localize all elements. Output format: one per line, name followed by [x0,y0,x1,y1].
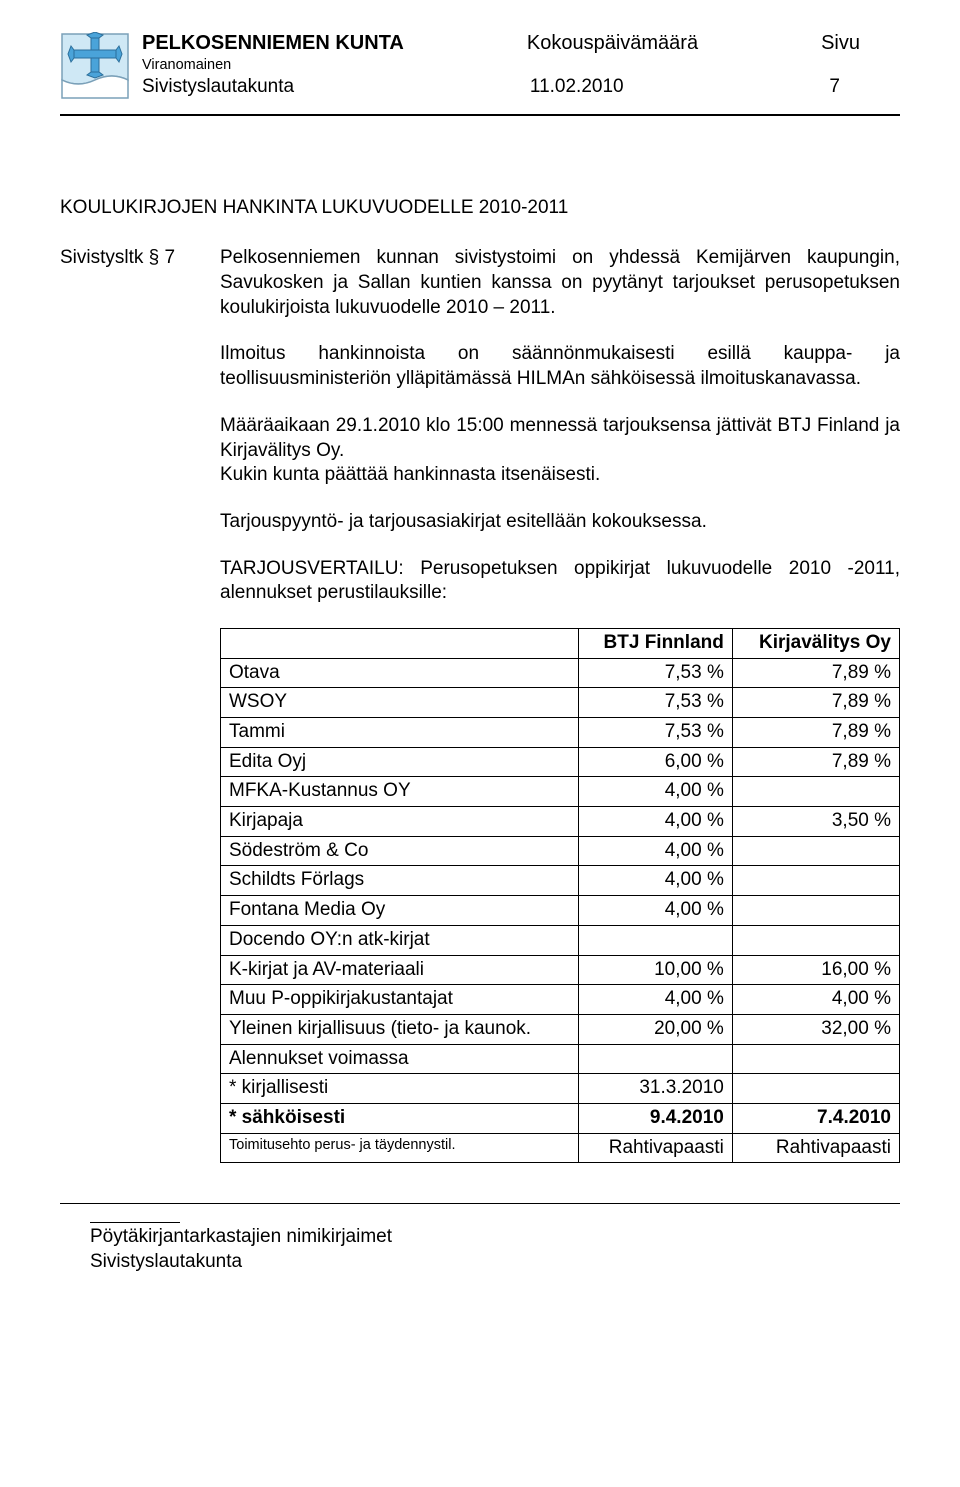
page-header: PELKOSENNIEMEN KUNTA Kokouspäivämäärä Si… [60,30,900,108]
table-cell: 3,50 % [732,807,899,837]
meeting-date-label: Kokouspäivämäärä [527,30,698,56]
table-header-row: BTJ Finnland Kirjavälitys Oy [221,628,900,658]
table-cell: Yleinen kirjallisuus (tieto- ja kaunok. [221,1014,579,1044]
table-cell: 7.4.2010 [732,1103,899,1133]
municipality-logo [60,32,130,108]
table-cell: Muu P-oppikirjakustantajat [221,985,579,1015]
table-row: Edita Oyj6,00 %7,89 % [221,747,900,777]
table-row: Södeström & Co4,00 % [221,836,900,866]
page-label: Sivu [821,30,860,56]
table-header: BTJ Finnland [578,628,732,658]
table-row: Docendo OY:n atk-kirjat [221,925,900,955]
table-cell: Fontana Media Oy [221,896,579,926]
table-row: MFKA-Kustannus OY4,00 % [221,777,900,807]
table-cell [732,1074,899,1104]
table-cell [732,836,899,866]
table-cell: WSOY [221,688,579,718]
board-name: Sivistyslautakunta [142,75,294,100]
paragraph: Pelkosenniemen kunnan sivistystoimi on y… [220,246,900,320]
table-cell: 7,89 % [732,688,899,718]
authority-label: Viranomainen [142,56,900,75]
table-cell: 7,89 % [732,747,899,777]
document-body: Pelkosenniemen kunnan sivistystoimi on y… [220,246,900,1163]
item-reference: Sivistysltk § 7 [60,246,210,1163]
table-cell: Tammi [221,718,579,748]
table-cell: 7,53 % [578,688,732,718]
table-cell: 7,89 % [732,718,899,748]
table-cell [732,866,899,896]
table-row: K-kirjat ja AV-materiaali10,00 %16,00 % [221,955,900,985]
paragraph: Ilmoitus hankinnoista on säännönmukaises… [220,342,900,391]
paragraph: Määräaikaan 29.1.2010 klo 15:00 mennessä… [220,414,900,488]
table-row: Fontana Media Oy4,00 % [221,896,900,926]
table-row: * sähköisesti9.4.20107.4.2010 [221,1103,900,1133]
table-cell: Södeström & Co [221,836,579,866]
table-header: Kirjavälitys Oy [732,628,899,658]
table-cell: Schildts Förlags [221,866,579,896]
table-cell: 9.4.2010 [578,1103,732,1133]
table-cell [578,925,732,955]
table-cell: 4,00 % [732,985,899,1015]
table-row: Toimitusehto perus- ja täydennystil.Raht… [221,1133,900,1163]
table-cell [578,1044,732,1074]
table-header [221,628,579,658]
table-cell: 7,89 % [732,658,899,688]
document-title: KOULUKIRJOJEN HANKINTA LUKUVUODELLE 2010… [60,196,900,221]
table-cell: 4,00 % [578,985,732,1015]
comparison-table: BTJ Finnland Kirjavälitys Oy Otava7,53 %… [220,628,900,1163]
table-cell: 16,00 % [732,955,899,985]
table-row: Otava7,53 %7,89 % [221,658,900,688]
page-number: 7 [829,75,840,100]
table-cell: 7,53 % [578,718,732,748]
table-cell [732,896,899,926]
table-cell: * kirjallisesti [221,1074,579,1104]
table-cell [732,777,899,807]
table-cell: Kirjapaja [221,807,579,837]
table-cell: Otava [221,658,579,688]
table-row: Muu P-oppikirjakustantajat4,00 %4,00 % [221,985,900,1015]
table-cell: 4,00 % [578,896,732,926]
table-row: * kirjallisesti31.3.2010 [221,1074,900,1104]
table-cell: 10,00 % [578,955,732,985]
table-row: Alennukset voimassa [221,1044,900,1074]
table-row: Tammi7,53 %7,89 % [221,718,900,748]
table-cell [732,1044,899,1074]
table-cell: 4,00 % [578,777,732,807]
table-cell: 7,53 % [578,658,732,688]
table-cell: 4,00 % [578,866,732,896]
table-cell: 31.3.2010 [578,1074,732,1104]
meeting-date: 11.02.2010 [530,75,624,100]
table-cell: Rahtivapaasti [732,1133,899,1163]
table-cell: 20,00 % [578,1014,732,1044]
table-cell: 32,00 % [732,1014,899,1044]
table-cell: 6,00 % [578,747,732,777]
signature-line [90,1222,180,1223]
table-cell: Edita Oyj [221,747,579,777]
paragraph: Tarjouspyyntö- ja tarjousasiakirjat esit… [220,510,900,535]
header-divider [60,114,900,116]
table-cell: 4,00 % [578,807,732,837]
table-cell: Alennukset voimassa [221,1044,579,1074]
table-cell: MFKA-Kustannus OY [221,777,579,807]
table-row: Yleinen kirjallisuus (tieto- ja kaunok.2… [221,1014,900,1044]
table-cell: Docendo OY:n atk-kirjat [221,925,579,955]
table-cell: 4,00 % [578,836,732,866]
municipality-name: PELKOSENNIEMEN KUNTA [142,30,404,56]
table-cell: K-kirjat ja AV-materiaali [221,955,579,985]
table-row: WSOY7,53 %7,89 % [221,688,900,718]
table-row: Kirjapaja4,00 %3,50 % [221,807,900,837]
paragraph: TARJOUSVERTAILU: Perusopetuksen oppikirj… [220,557,900,606]
table-cell: Rahtivapaasti [578,1133,732,1163]
table-cell [732,925,899,955]
table-cell: * sähköisesti [221,1103,579,1133]
table-row: Schildts Förlags4,00 % [221,866,900,896]
footer-text: Pöytäkirjantarkastajien nimikirjaimet [90,1225,900,1250]
table-cell: Toimitusehto perus- ja täydennystil. [221,1133,579,1163]
footer-text: Sivistyslautakunta [90,1250,900,1275]
footer-divider [60,1203,900,1204]
